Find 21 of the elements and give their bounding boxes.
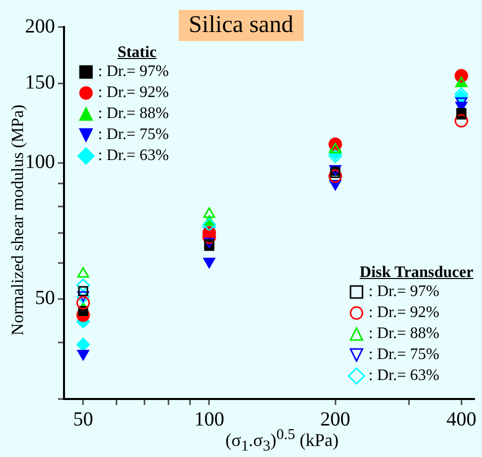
legend-label: : Dr.= 97%: [98, 63, 169, 80]
y-tick-label: 200: [25, 15, 55, 38]
legend-label: : Dr.= 92%: [368, 304, 440, 322]
y-axis-title: Normalized shear modulus (MPa): [8, 104, 27, 336]
legend-label: : Dr.= 63%: [98, 147, 169, 164]
y-tick-label: 100: [25, 151, 55, 174]
legend-label: : Dr.= 75%: [98, 126, 169, 144]
y-tick-label: 50: [35, 287, 55, 310]
legend-label: : Dr.= 75%: [368, 346, 440, 364]
x-tick-label: 100: [194, 408, 224, 430]
y-tick-label: 150: [25, 72, 55, 94]
text: Disk Transducer: [360, 264, 474, 281]
text: Static: [117, 44, 157, 61]
legend-label: : Dr.= 63%: [368, 367, 440, 384]
x-tick-label: 50: [73, 408, 94, 430]
legend-label: : Dr.= 92%: [98, 84, 169, 102]
legend-label: : Dr.= 88%: [98, 105, 169, 122]
x-tick-label: 400: [446, 408, 476, 430]
legend-label: : Dr.= 88%: [368, 325, 440, 342]
legend-label: : Dr.= 97%: [368, 283, 440, 300]
chart-title: Silica sand: [178, 10, 304, 41]
